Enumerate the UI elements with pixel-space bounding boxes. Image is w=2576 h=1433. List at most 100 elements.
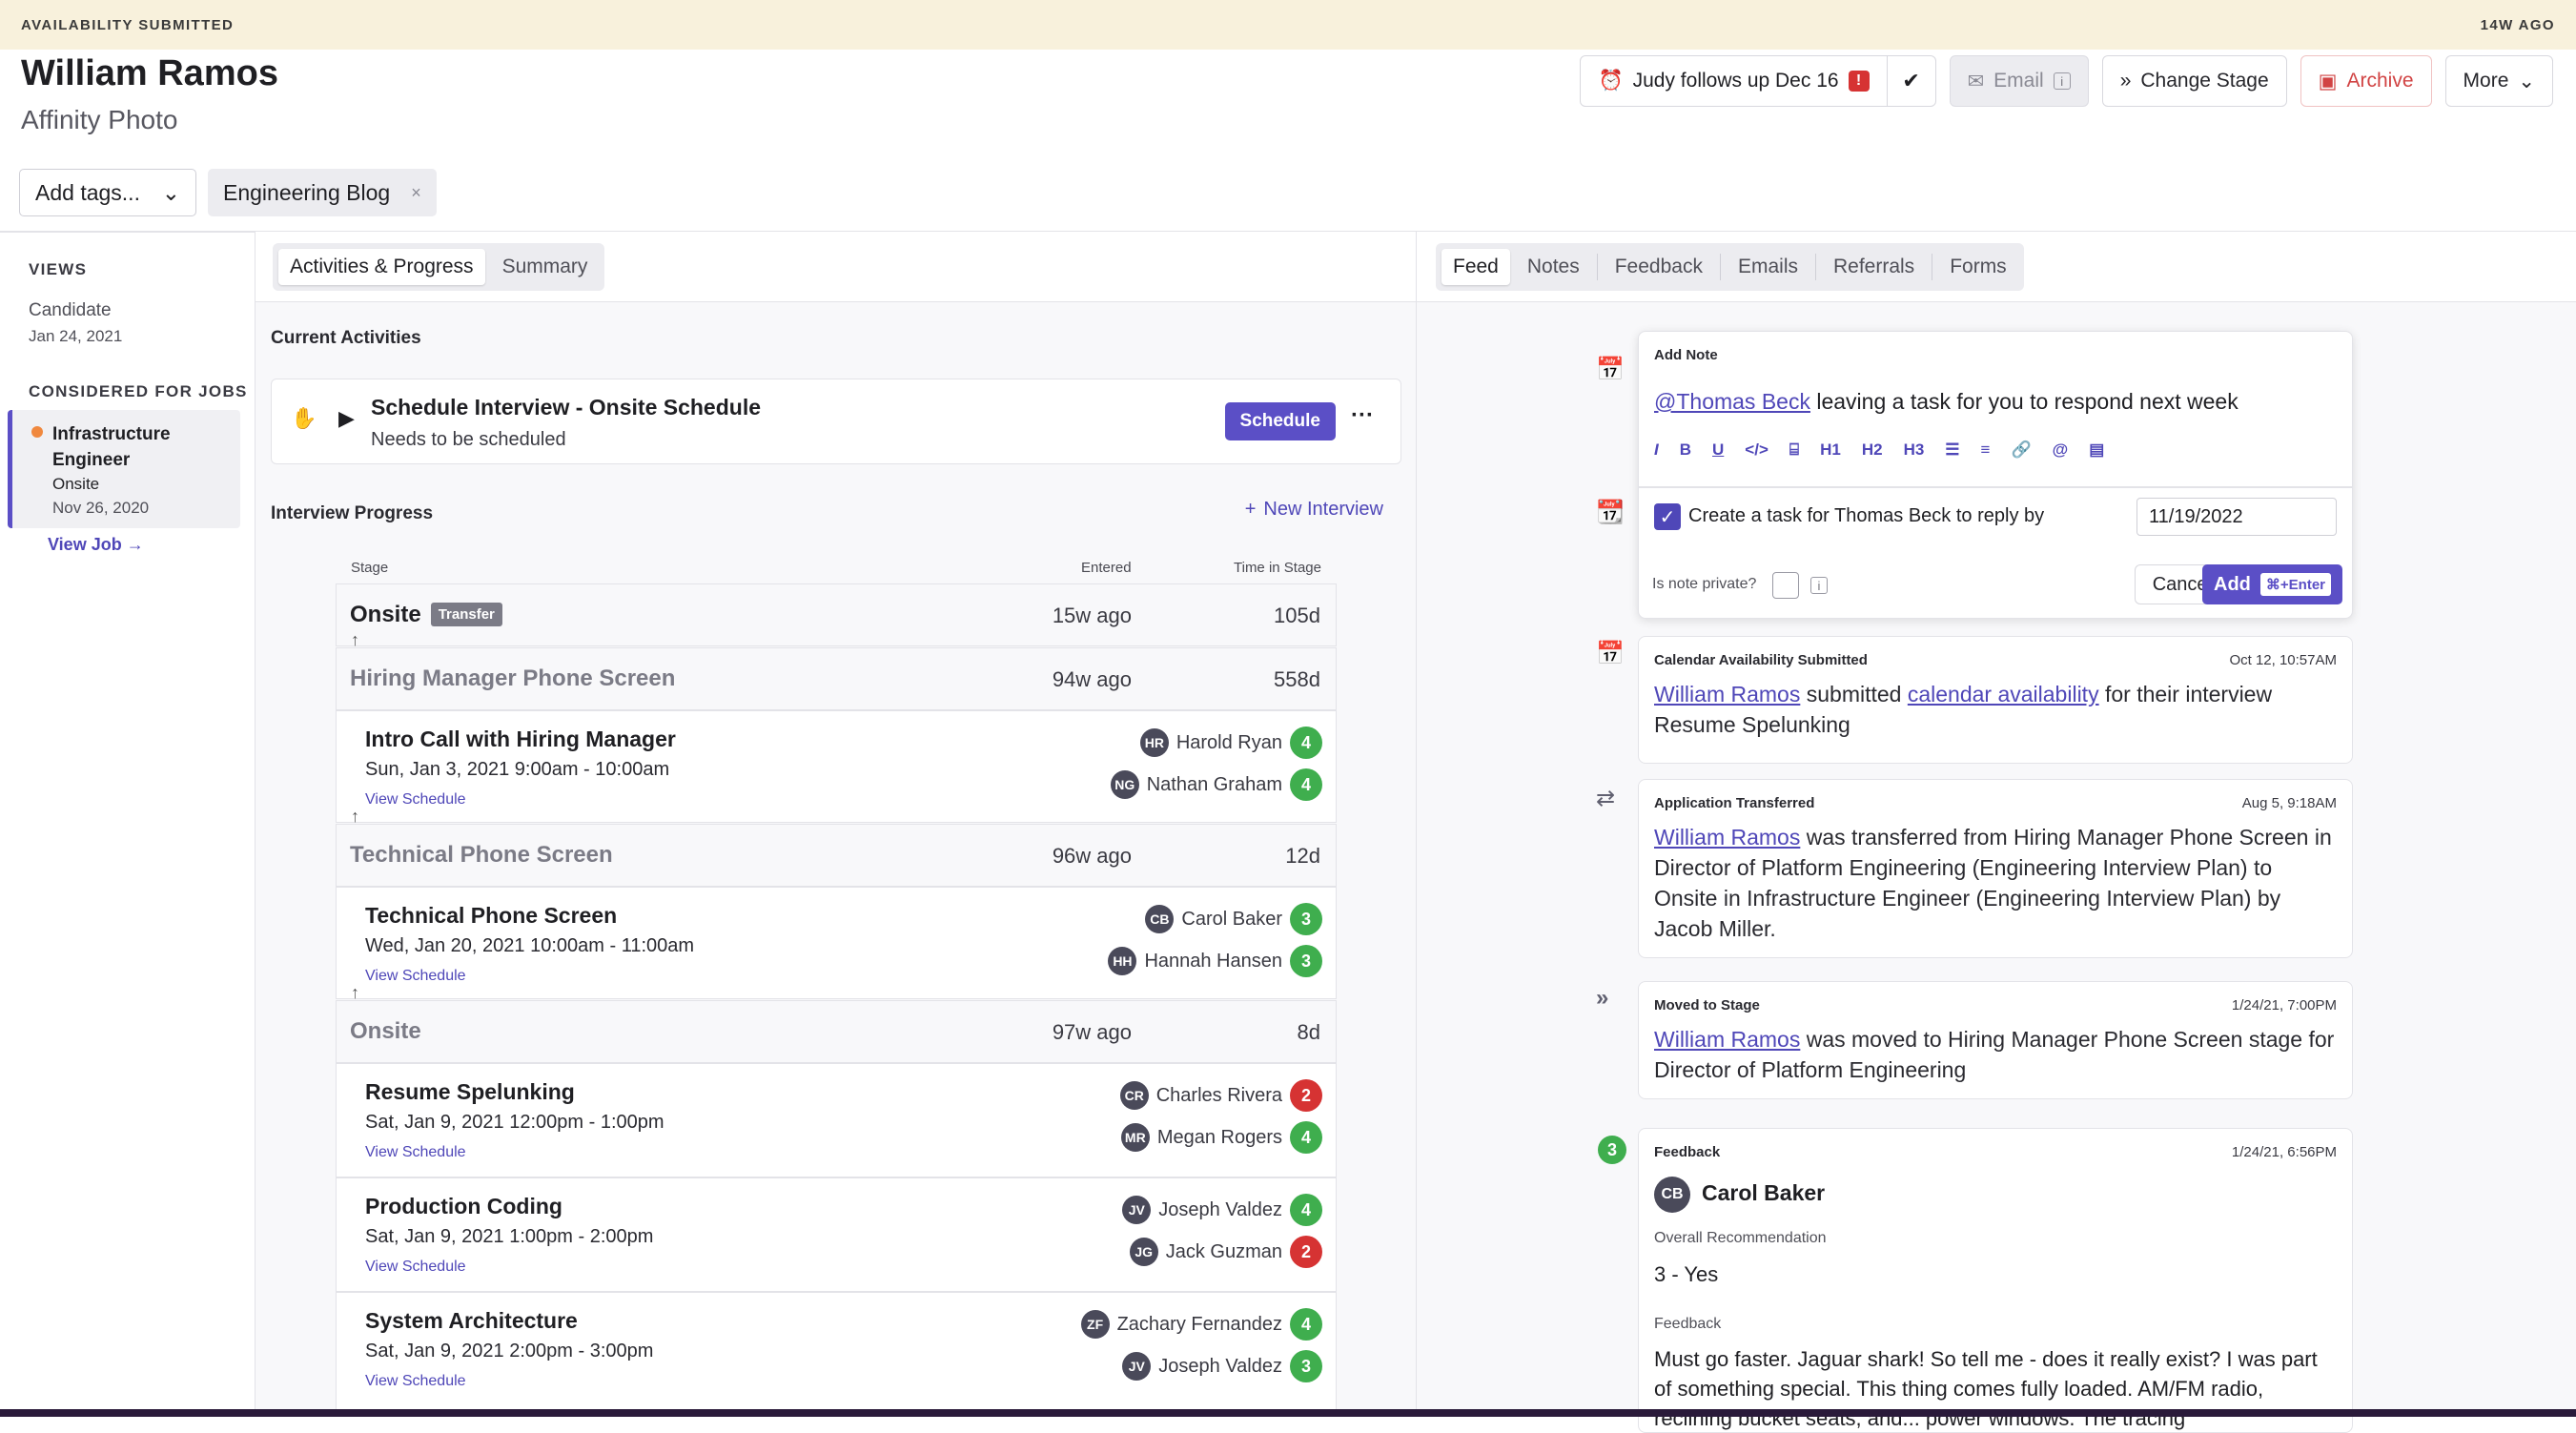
remove-tag-icon[interactable]: × [411,182,421,202]
more-label: More [2463,70,2509,92]
job-date: Nov 26, 2020 [52,499,150,517]
right-tabs: Feed Notes Feedback Emails Referrals For… [1436,243,2024,291]
ordered-list-icon[interactable]: ☰ [1945,440,1960,459]
stage-name-text: Onsite [350,602,421,627]
note-editor[interactable]: @Thomas Beck leaving a task for you to r… [1654,389,2337,415]
score-badge: 3 [1290,945,1322,977]
interviewer[interactable]: NG Nathan Graham 4 [1110,768,1322,801]
interviewer[interactable]: JG Jack Guzman 2 [1129,1236,1322,1268]
tab-emails[interactable]: Emails [1737,256,1798,277]
interviewer[interactable]: HH Hannah Hansen 3 [1108,945,1322,977]
double-chevron-icon: » [2119,70,2132,92]
bullet-list-icon[interactable]: ≡ [1980,440,1991,459]
view-job-link[interactable]: View Job → [48,535,144,554]
code-icon[interactable]: </> [1745,440,1768,459]
archive-button[interactable]: ▣ Archive [2300,55,2432,107]
task-checkbox[interactable]: ✓ [1654,503,1681,530]
reviewer-name: Carol Baker [1702,1180,1826,1205]
stage-name: Hiring Manager Phone Screen [350,665,676,691]
private-checkbox[interactable] [1772,572,1799,599]
tab-notes[interactable]: Notes [1526,256,1580,277]
bold-icon[interactable]: B [1679,440,1692,459]
task-date-input[interactable]: 11/19/2022 [2136,498,2337,536]
code-block-icon[interactable]: ⌸ [1789,440,1800,459]
tab-feed[interactable]: Feed [1441,249,1510,285]
mention-link[interactable]: @Thomas Beck [1654,389,1810,414]
interviewer[interactable]: HR Harold Ryan 4 [1139,727,1322,759]
tab-summary[interactable]: Summary [501,256,588,277]
add-note-button[interactable]: Add ⌘+Enter [2202,564,2342,604]
tab-referrals[interactable]: Referrals [1832,256,1915,277]
tab-forms[interactable]: Forms [1950,256,2007,277]
avatar: CB [1654,1177,1690,1213]
stage-time: 558d [1274,667,1320,691]
candidate-link[interactable]: William Ramos [1654,1027,1801,1052]
avatar: JG [1129,1238,1158,1266]
h1-icon[interactable]: H1 [1820,440,1841,459]
activity-more-icon[interactable]: ··· [1351,402,1374,428]
candidate-header: William Ramos Affinity Photo ⏰ Judy follo… [0,50,2576,231]
h2-icon[interactable]: H2 [1861,440,1883,459]
add-tags-select[interactable]: Add tags... ⌄ [19,169,196,216]
tab-activities-progress[interactable]: Activities & Progress [278,249,485,285]
feed-bold: Director of Platform Engineering [1654,1057,1967,1082]
complete-followup-button[interactable]: ✔ [1888,56,1935,106]
activity-subtitle: Needs to be scheduled [371,429,566,450]
interviewer[interactable]: CR Charles Rivera 2 [1119,1079,1322,1112]
avatar: JV [1122,1196,1152,1224]
view-schedule-link[interactable]: View Schedule [365,1144,466,1160]
tag-chip: Engineering Blog × [208,169,437,216]
candidate-company: Affinity Photo [21,105,178,134]
view-schedule-link[interactable]: View Schedule [365,1259,466,1275]
more-menu-button[interactable]: More ⌄ [2444,55,2553,107]
h3-icon[interactable]: H3 [1903,440,1925,459]
interview-title: System Architecture [365,1308,578,1333]
new-interview-button[interactable]: + New Interview [1245,499,1383,521]
italic-icon[interactable]: I [1654,440,1659,459]
interviewer[interactable]: CB Carol Baker 3 [1145,903,1322,935]
change-stage-button[interactable]: » Change Stage [2101,55,2287,107]
underline-icon[interactable]: U [1712,440,1725,459]
interview-title: Technical Phone Screen [365,903,618,928]
format-toolbar: I B U </> ⌸ H1 H2 H3 ☰ ≡ 🔗 @ ▤ [1654,440,2104,460]
schedule-button[interactable]: Schedule [1224,402,1336,440]
new-interview-label: New Interview [1263,499,1383,520]
feedback-score-badge: 3 [1598,1136,1626,1164]
view-schedule-link[interactable]: View Schedule [365,791,466,808]
view-schedule-link[interactable]: View Schedule [365,1373,466,1389]
view-date: Jan 24, 2021 [29,327,123,345]
view-candidate[interactable]: Candidate Jan 24, 2021 [29,300,122,346]
view-schedule-link[interactable]: View Schedule [365,968,466,984]
tab-feedback[interactable]: Feedback [1614,256,1703,277]
hand-raise-icon: ✋ [291,406,317,430]
expand-caret-icon[interactable]: ▶ [338,406,355,430]
window-bottom-bar [0,1409,2576,1417]
avatar: HR [1139,728,1169,757]
email-button[interactable]: ✉ Email i [1949,55,2089,107]
candidate-link[interactable]: William Ramos [1654,682,1801,706]
candidate-link[interactable]: William Ramos [1654,825,1801,850]
private-label: Is note private? [1652,576,1757,592]
feed-text: to [2247,855,2273,880]
stage-entered: 97w ago [1052,1020,1132,1044]
stage-row: Onsite Transfer 15w ago 105d [336,583,1337,646]
feed-text: for their interview [2098,682,2273,706]
feed-type: Calendar Availability Submitted [1654,652,1868,668]
availability-link[interactable]: calendar availability [1907,682,2099,706]
mention-icon[interactable]: @ [2052,440,2069,459]
followup-button[interactable]: ⏰ Judy follows up Dec 16! [1581,56,1888,106]
header-actions: ⏰ Judy follows up Dec 16! ✔ ✉ Email i » Chan… [1580,55,2553,107]
feed-bold: Infrastructure Engineer (Engineering Int… [1747,886,2252,911]
interviewer[interactable]: JV Joseph Valdez 3 [1122,1350,1322,1382]
mid-tabs: Activities & Progress Summary [273,243,605,291]
interviewer[interactable]: JV Joseph Valdez 4 [1122,1194,1322,1226]
interviewer[interactable]: ZF Zachary Fernandez 4 [1080,1308,1322,1341]
stage-name: Technical Phone Screen [350,842,613,868]
link-icon[interactable]: 🔗 [2011,440,2032,459]
job-card[interactable]: Infrastructure Engineer Onsite Nov 26, 2… [8,410,240,528]
attachment-icon[interactable]: ▤ [2089,440,2105,459]
interviewer[interactable]: MR Megan Rogers 4 [1120,1121,1322,1154]
feed-date: Oct 12, 10:57AM [2229,652,2337,668]
stage-row: Onsite 97w ago 8d [336,1000,1337,1063]
interviewer-name: Carol Baker [1181,908,1282,930]
